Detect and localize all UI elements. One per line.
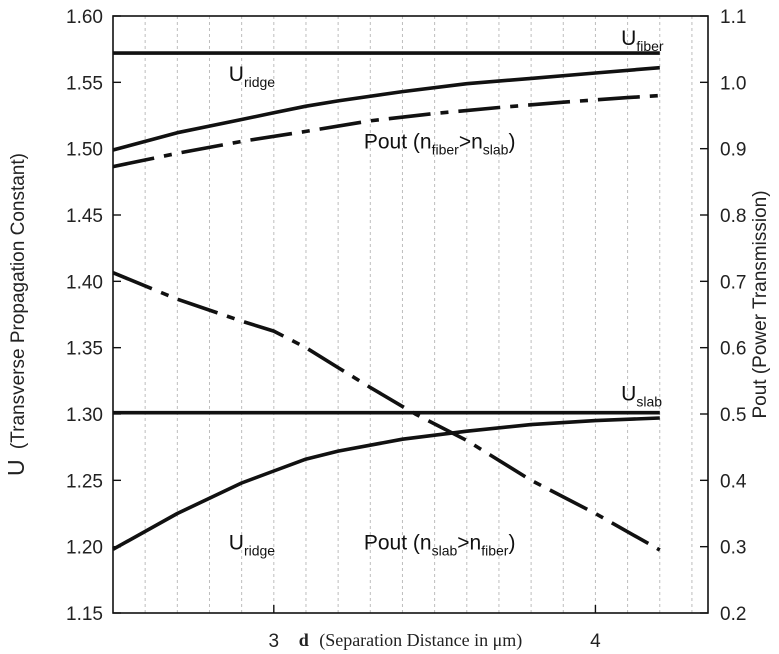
plot-frame <box>112 15 709 614</box>
y-left-axis-label: U (Transverse Propagation Constant) <box>3 153 29 476</box>
label-pout-fiber-gt-slab: Pout (nfiber>nslab) <box>364 131 516 158</box>
y-right-tick-label: 0.5 <box>720 405 746 426</box>
y-left-tick-label: 1.15 <box>66 604 103 625</box>
pout-slab-gt-fiber-line <box>112 271 661 552</box>
y-right-tick-label: 0.6 <box>720 339 746 360</box>
y-right-tick-label: 1.0 <box>720 73 746 94</box>
label-u-slab: Uslab <box>621 383 662 410</box>
x-axis-label-text: (Separation Distance in μm) <box>319 630 522 651</box>
y-right-tick-label: 0.4 <box>720 471 747 492</box>
grid-layer <box>144 16 693 613</box>
y-left-tick-label: 1.45 <box>66 206 103 227</box>
ticks-layer: 1.15 1.20 1.25 1.30 1.35 1.40 1.45 1.50 1.55 1.60… <box>66 7 747 652</box>
x-axis-label-symbol: d <box>299 630 309 650</box>
y-left-axis-label-symbol: U <box>3 459 29 476</box>
label-u-fiber: Ufiber <box>621 27 664 54</box>
y-left-tick-label: 1.30 <box>66 405 103 426</box>
y-right-tick-label: 0.8 <box>720 206 746 227</box>
label-u-ridge-lower: Uridge <box>229 531 276 558</box>
pout-fiber-gt-slab-line <box>112 93 660 169</box>
y-right-axis-label: Pout (Power Transmission) <box>750 190 771 418</box>
y-right-tick-label: 0.2 <box>720 604 746 625</box>
y-left-tick-label: 1.60 <box>66 7 103 28</box>
y-right-tick-label: 1.1 <box>720 7 746 28</box>
y-right-tick-label: 0.9 <box>720 140 746 161</box>
y-left-tick-label: 1.20 <box>66 538 103 559</box>
x-tick-label: 3 <box>269 631 280 652</box>
x-axis-label: d (Separation Distance in μm) <box>299 630 523 651</box>
y-left-tick-label: 1.40 <box>66 272 103 293</box>
y-left-tick-label: 1.25 <box>66 471 103 492</box>
series-layer <box>112 51 661 552</box>
label-u-ridge-upper: Uridge <box>229 63 276 90</box>
label-pout-slab-gt-fiber: Pout (nslab>nfiber) <box>364 531 516 558</box>
u-ridge-lower-line <box>112 416 660 551</box>
y-left-axis-label-text: (Transverse Propagation Constant) <box>8 153 29 449</box>
u-ridge-upper-line <box>112 65 660 152</box>
y-left-tick-label: 1.55 <box>66 73 103 94</box>
y-right-tick-label: 0.7 <box>720 272 746 293</box>
annotation-layer: Ufiber Uridge Pout (nfiber>nslab) Uslab Urid… <box>229 27 664 558</box>
y-left-tick-label: 1.35 <box>66 339 103 360</box>
y-right-tick-label: 0.3 <box>720 538 746 559</box>
x-tick-label: 4 <box>590 631 601 652</box>
y-left-tick-label: 1.50 <box>66 140 103 161</box>
